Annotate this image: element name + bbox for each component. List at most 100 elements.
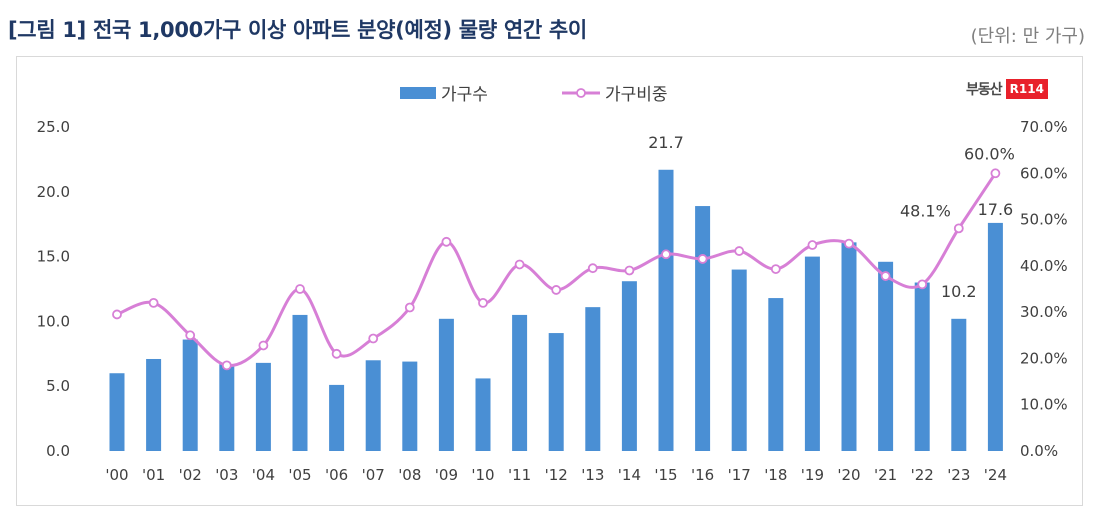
x-axis-tick: '03	[215, 466, 238, 484]
legend-bar-swatch	[400, 87, 436, 99]
x-axis-tick: '00	[105, 466, 128, 484]
x-axis-tick: '08	[398, 466, 421, 484]
bar	[255, 362, 271, 451]
unit-label: (단위: 만 가구)	[970, 26, 1085, 47]
plot-area: 0.0 5.0 10.0 15.0 20.0 25.0 0.0% 10.0% 20.0% 30.0…	[37, 118, 1068, 484]
data-label: 10.2	[941, 282, 977, 301]
x-axis-tick: '23	[947, 466, 970, 484]
ratio-point	[295, 284, 305, 294]
x-axis-tick: '20	[837, 466, 860, 484]
data-label: 21.7	[648, 133, 684, 152]
x-axis-tick: '10	[471, 466, 494, 484]
ratio-point	[441, 236, 452, 247]
brand-logo: 부동산 R114	[966, 78, 1048, 100]
left-axis-tick: 10.0	[37, 312, 70, 330]
ratio-point	[953, 223, 964, 234]
x-axis-tick: '15	[654, 466, 677, 484]
bar	[365, 360, 381, 451]
x-axis-tick: '18	[764, 466, 787, 484]
ratio-point	[551, 285, 562, 295]
x-axis-tick: '02	[179, 466, 202, 484]
ratio-point	[258, 340, 269, 351]
bar	[219, 364, 235, 451]
ratio-point	[404, 302, 415, 313]
bar	[987, 222, 1003, 451]
x-axis-tick: '16	[691, 466, 714, 484]
ratio-point	[697, 254, 708, 264]
bar	[402, 361, 418, 451]
bar	[695, 206, 711, 451]
x-axis-tick: '17	[728, 466, 751, 484]
bar	[146, 358, 162, 451]
bar	[182, 339, 198, 451]
bar	[878, 261, 894, 451]
bar	[841, 242, 857, 451]
bar	[914, 282, 930, 451]
ratio-point	[770, 264, 781, 274]
bar	[329, 384, 345, 451]
bar	[548, 333, 564, 451]
figure-title: [그림 1] 전국 1,000가구 이상 아파트 분양(예정) 물량 연간 추이	[8, 18, 587, 42]
right-axis-tick: 50.0%	[1020, 211, 1068, 229]
legend-line-marker	[576, 88, 586, 98]
bar	[804, 256, 820, 451]
ratio-point	[990, 168, 1001, 179]
data-label: 48.1%	[900, 201, 951, 220]
x-axis-tick: '04	[252, 466, 275, 484]
bar	[585, 307, 601, 451]
ratio-point	[185, 330, 196, 341]
x-axis-tick: '21	[874, 466, 897, 484]
x-axis-tick: '11	[508, 466, 531, 484]
bar	[658, 169, 674, 451]
x-axis-tick: '07	[362, 466, 385, 484]
bar	[951, 318, 967, 451]
bar	[475, 378, 491, 451]
ratio-point	[917, 279, 928, 290]
bar	[621, 281, 637, 451]
left-axis-tick: 20.0	[37, 183, 70, 201]
right-axis-tick: 30.0%	[1020, 303, 1068, 321]
ratio-point	[331, 348, 342, 359]
right-axis-tick: 70.0%	[1020, 118, 1068, 136]
ratio-point	[148, 297, 159, 308]
x-axis-tick: '01	[142, 466, 165, 484]
bar	[292, 314, 308, 451]
left-axis-tick: 25.0	[37, 118, 70, 136]
x-axis-tick: '12	[545, 466, 568, 484]
legend: 가구수 가구비중	[400, 85, 668, 105]
ratio-point	[880, 271, 891, 281]
right-axis-tick: 60.0%	[1020, 164, 1068, 182]
ratio-point	[368, 333, 379, 344]
x-axis-tick: '06	[325, 466, 348, 484]
data-label: 60.0%	[964, 144, 1015, 163]
ratio-point	[587, 263, 598, 274]
ratio-point	[221, 360, 232, 371]
ratio-point	[478, 297, 488, 308]
x-axis-tick: '05	[288, 466, 311, 484]
data-label: 17.6	[978, 200, 1014, 219]
bar	[109, 373, 125, 451]
ratio-point	[624, 265, 635, 276]
x-axis-tick: '14	[618, 466, 641, 484]
x-axis-tick: '09	[435, 466, 458, 484]
left-axis-tick: 0.0	[46, 442, 70, 460]
ratio-point	[734, 246, 745, 256]
left-axis-tick: 5.0	[46, 377, 70, 395]
right-axis-tick: 20.0%	[1020, 349, 1068, 367]
brand-logo-text: 부동산	[966, 82, 1003, 98]
ratio-point	[112, 309, 122, 320]
x-axis-tick: '19	[801, 466, 824, 484]
x-axis-tick: '13	[581, 466, 604, 484]
ratio-point	[661, 249, 671, 260]
ratio-point	[514, 259, 525, 270]
right-axis-tick: 40.0%	[1020, 257, 1068, 275]
ratio-point	[844, 238, 854, 249]
right-axis-tick: 10.0%	[1020, 396, 1068, 414]
right-axis-tick: 0.0%	[1020, 442, 1058, 460]
brand-logo-badge: R114	[1005, 79, 1048, 99]
bar	[512, 314, 528, 451]
x-axis-tick: '24	[984, 466, 1007, 484]
bar	[768, 298, 784, 451]
bar	[731, 269, 747, 451]
